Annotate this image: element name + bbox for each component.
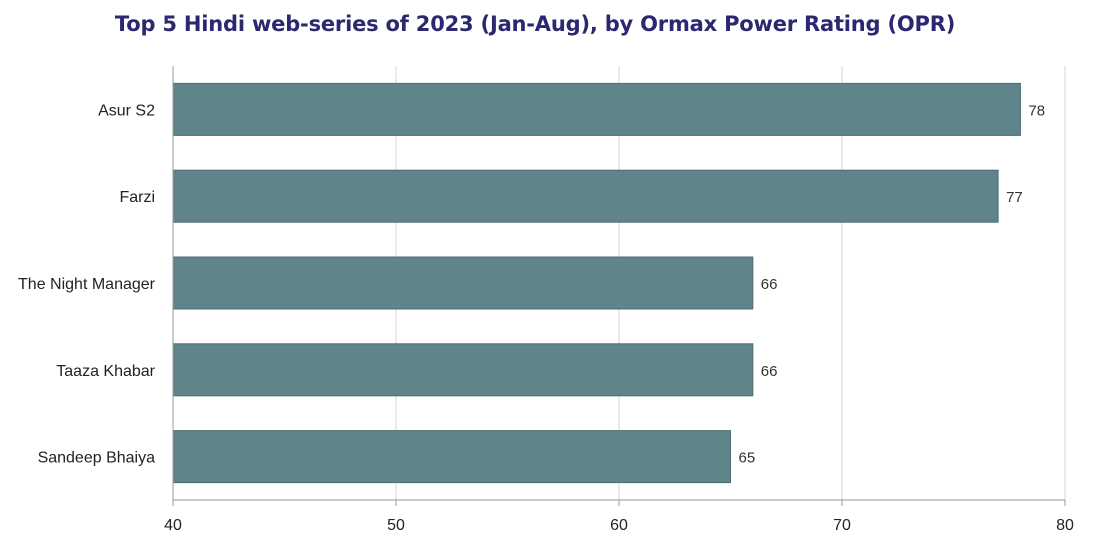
- data-labels: 78 77 66 66 65: [739, 102, 1046, 466]
- data-label: 77: [1006, 189, 1023, 206]
- data-label: 78: [1028, 102, 1045, 119]
- chart-title: Top 5 Hindi web-series of 2023 (Jan-Aug)…: [114, 12, 956, 36]
- x-tick-label: 80: [1056, 517, 1074, 534]
- x-tick-label: 50: [387, 517, 405, 534]
- category-label: Asur S2: [98, 102, 155, 119]
- bar: [172, 343, 754, 397]
- x-tick-label: 70: [833, 517, 851, 534]
- bar: [172, 256, 754, 310]
- category-label: Farzi: [119, 189, 155, 206]
- x-axis: 40 50 60 70 80: [164, 66, 1074, 534]
- bars: [172, 82, 1021, 484]
- data-label: 66: [761, 363, 778, 380]
- x-tick-label: 60: [610, 517, 628, 534]
- data-label: 65: [739, 450, 756, 467]
- category-labels: Asur S2 Farzi The Night Manager Taaza Khaba…: [18, 102, 156, 466]
- bar: [172, 82, 1021, 136]
- data-label: 66: [761, 276, 778, 293]
- x-tick-label: 40: [164, 517, 182, 534]
- bar: [172, 430, 731, 484]
- bar: [172, 169, 999, 223]
- category-label: Sandeep Bhaiya: [38, 450, 156, 467]
- category-label: Taaza Khabar: [56, 363, 155, 380]
- category-label: The Night Manager: [18, 276, 156, 293]
